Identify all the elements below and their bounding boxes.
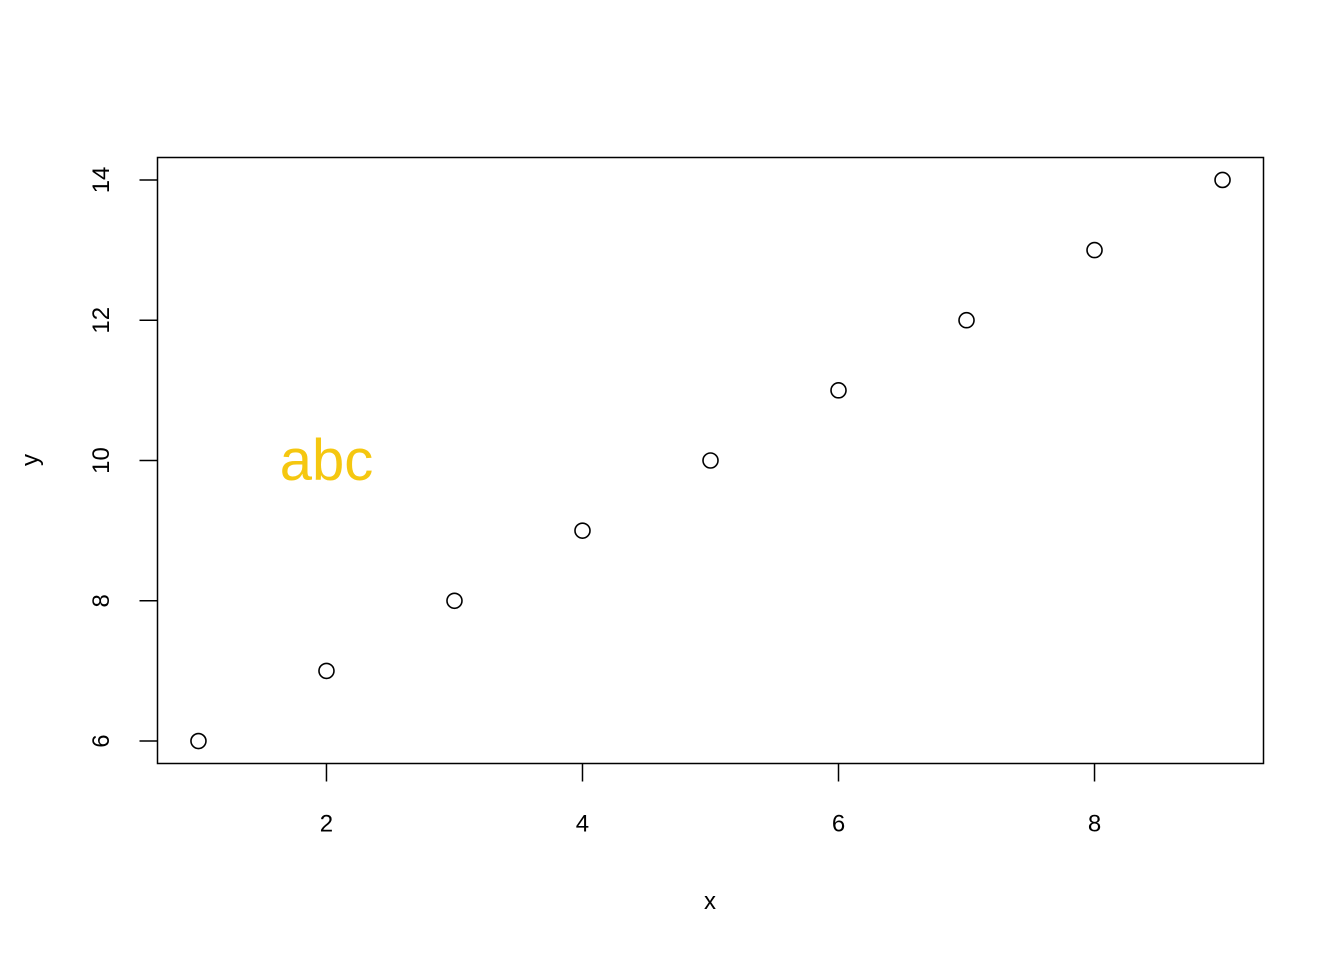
data-point-4 xyxy=(574,522,591,539)
x-axis-label: x xyxy=(704,888,716,915)
y-tick-label-8: 8 xyxy=(88,594,115,607)
x-tick-label-2: 2 xyxy=(320,811,333,838)
x-axis: 2 4 6 8 xyxy=(320,763,1101,838)
data-point-8 xyxy=(1086,241,1103,259)
y-tick-label-10: 10 xyxy=(88,447,115,474)
x-tick-label-6: 6 xyxy=(832,811,845,838)
data-points xyxy=(190,171,1231,750)
y-axis-label: y xyxy=(17,454,44,466)
y-axis: 6 8 10 12 14 xyxy=(88,167,158,748)
y-tick-label-12: 12 xyxy=(88,307,115,334)
annotation-1: abc xyxy=(280,428,374,493)
data-point-5 xyxy=(702,452,719,469)
x-tick-label-4: 4 xyxy=(576,811,589,838)
data-point-9 xyxy=(1214,171,1231,189)
x-tick-label-8: 8 xyxy=(1088,811,1101,838)
data-point-7 xyxy=(958,311,975,329)
data-point-6 xyxy=(830,382,847,399)
data-point-2 xyxy=(318,662,335,680)
y-tick-label-6: 6 xyxy=(88,734,115,747)
y-tick-label-14: 14 xyxy=(88,167,115,194)
data-point-1 xyxy=(190,732,207,750)
annotations: abc xyxy=(280,428,374,493)
data-point-3 xyxy=(446,592,463,610)
